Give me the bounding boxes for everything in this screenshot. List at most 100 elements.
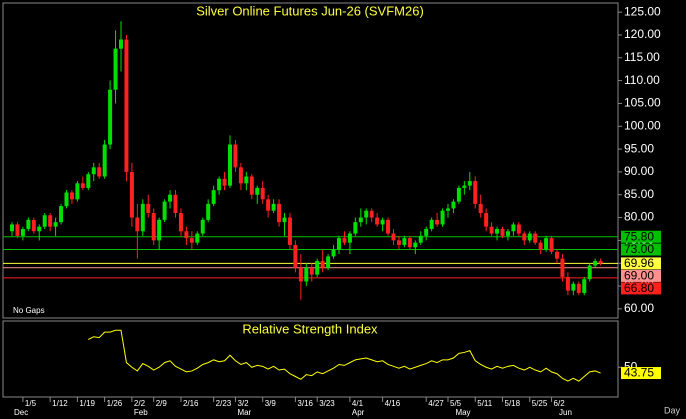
candle-body bbox=[598, 260, 603, 264]
candle-body bbox=[108, 89, 113, 145]
level-tag bbox=[621, 282, 661, 295]
candle-body bbox=[75, 183, 80, 200]
candle-body bbox=[353, 222, 358, 234]
candle-body bbox=[424, 228, 429, 236]
candle-body bbox=[31, 219, 36, 232]
candle-body bbox=[282, 217, 287, 223]
candle-body bbox=[565, 276, 570, 291]
candle-body bbox=[418, 235, 423, 243]
candle-body bbox=[369, 210, 374, 218]
y-tick-label: 125.00 bbox=[624, 4, 661, 18]
candle-body bbox=[462, 185, 467, 188]
rsi-title: Relative Strength Index bbox=[242, 321, 378, 336]
candle-body bbox=[80, 183, 85, 188]
x-tick-label: 4/27 bbox=[428, 399, 444, 408]
candle-body bbox=[320, 260, 325, 268]
candle-body bbox=[484, 213, 489, 227]
y-tick-label: 105.00 bbox=[624, 96, 661, 110]
period-label[interactable]: Day bbox=[664, 405, 681, 415]
candle-body bbox=[538, 242, 543, 250]
month-label: Jun bbox=[559, 408, 572, 417]
x-tick-label: 5/18 bbox=[505, 399, 521, 408]
month-label: Apr bbox=[352, 408, 365, 417]
candle-body bbox=[20, 228, 25, 236]
candle-body bbox=[304, 267, 309, 282]
x-tick-label: 5/25 bbox=[532, 399, 548, 408]
candle-body bbox=[189, 238, 194, 243]
candle-body bbox=[178, 213, 183, 232]
candle-body bbox=[495, 228, 500, 234]
candle-body bbox=[386, 219, 391, 234]
month-label: Feb bbox=[134, 408, 148, 417]
y-tick-label: 60.00 bbox=[624, 301, 654, 315]
candle-body bbox=[184, 231, 189, 239]
candle-body bbox=[473, 181, 478, 204]
candle-body bbox=[391, 233, 396, 241]
candle-body bbox=[380, 219, 385, 225]
x-tick-label: 4/1 bbox=[352, 399, 364, 408]
candle-body bbox=[91, 167, 96, 175]
y-tick-label: 100.00 bbox=[624, 118, 661, 132]
candle-body bbox=[168, 194, 173, 202]
candle-body bbox=[549, 238, 554, 252]
candle-body bbox=[315, 260, 320, 275]
x-tick-label: 1/26 bbox=[107, 399, 123, 408]
candle-body bbox=[293, 244, 298, 268]
x-tick-label: 2/2 bbox=[134, 399, 146, 408]
candle-body bbox=[582, 279, 587, 293]
candle-body bbox=[260, 187, 265, 200]
candle-body bbox=[413, 242, 418, 248]
x-tick-label: 2/9 bbox=[156, 399, 168, 408]
candle-body bbox=[200, 219, 205, 234]
candle-body bbox=[342, 238, 347, 243]
candle-body bbox=[560, 258, 565, 277]
candle-body bbox=[102, 144, 107, 177]
candle-body bbox=[42, 215, 47, 227]
candle-body bbox=[162, 201, 167, 220]
candle-body bbox=[555, 251, 559, 259]
candle-body bbox=[429, 219, 434, 229]
candle-body bbox=[217, 178, 222, 191]
candle-body bbox=[140, 203, 145, 232]
candle-body bbox=[516, 224, 521, 234]
y-tick-label: 115.00 bbox=[624, 50, 660, 64]
candle-body bbox=[358, 217, 363, 223]
candle-body bbox=[451, 201, 456, 209]
level-tag bbox=[621, 269, 661, 282]
month-label: Mar bbox=[237, 408, 251, 417]
x-tick-label: 1/19 bbox=[79, 399, 95, 408]
candle-body bbox=[544, 238, 549, 250]
candle-body bbox=[364, 210, 369, 218]
level-tag bbox=[621, 257, 661, 270]
chart-title: Silver Online Futures Jun-26 (SVFM26) bbox=[196, 3, 424, 18]
candle-body bbox=[456, 187, 461, 202]
x-tick-label: 3/9 bbox=[265, 399, 277, 408]
candle-body bbox=[533, 233, 538, 243]
candle-body bbox=[576, 283, 581, 293]
candle-body bbox=[271, 203, 276, 211]
level-tag-label: 73.00 bbox=[624, 242, 654, 256]
candle-body bbox=[331, 249, 336, 257]
candle-body bbox=[326, 256, 331, 268]
candle-body bbox=[440, 210, 445, 225]
candle-body bbox=[407, 238, 412, 248]
candle-body bbox=[527, 233, 532, 241]
candle-body bbox=[124, 39, 129, 172]
candle-body bbox=[571, 283, 576, 291]
candle-body bbox=[157, 219, 162, 241]
x-tick-label: 3/2 bbox=[237, 399, 249, 408]
month-label: Dec bbox=[14, 408, 28, 417]
candle-body bbox=[478, 203, 483, 213]
candle-body bbox=[151, 213, 156, 241]
candle-body bbox=[375, 217, 380, 225]
rsi-line bbox=[88, 329, 601, 382]
candle-body bbox=[238, 167, 243, 184]
candle-body bbox=[10, 224, 14, 232]
candle-body bbox=[511, 224, 516, 232]
rsi-tag-label: 43.75 bbox=[624, 366, 654, 380]
candle-body bbox=[59, 206, 64, 223]
y-tick-label: 85.00 bbox=[624, 187, 654, 201]
candle-body bbox=[64, 192, 69, 207]
candle-body bbox=[522, 233, 527, 241]
